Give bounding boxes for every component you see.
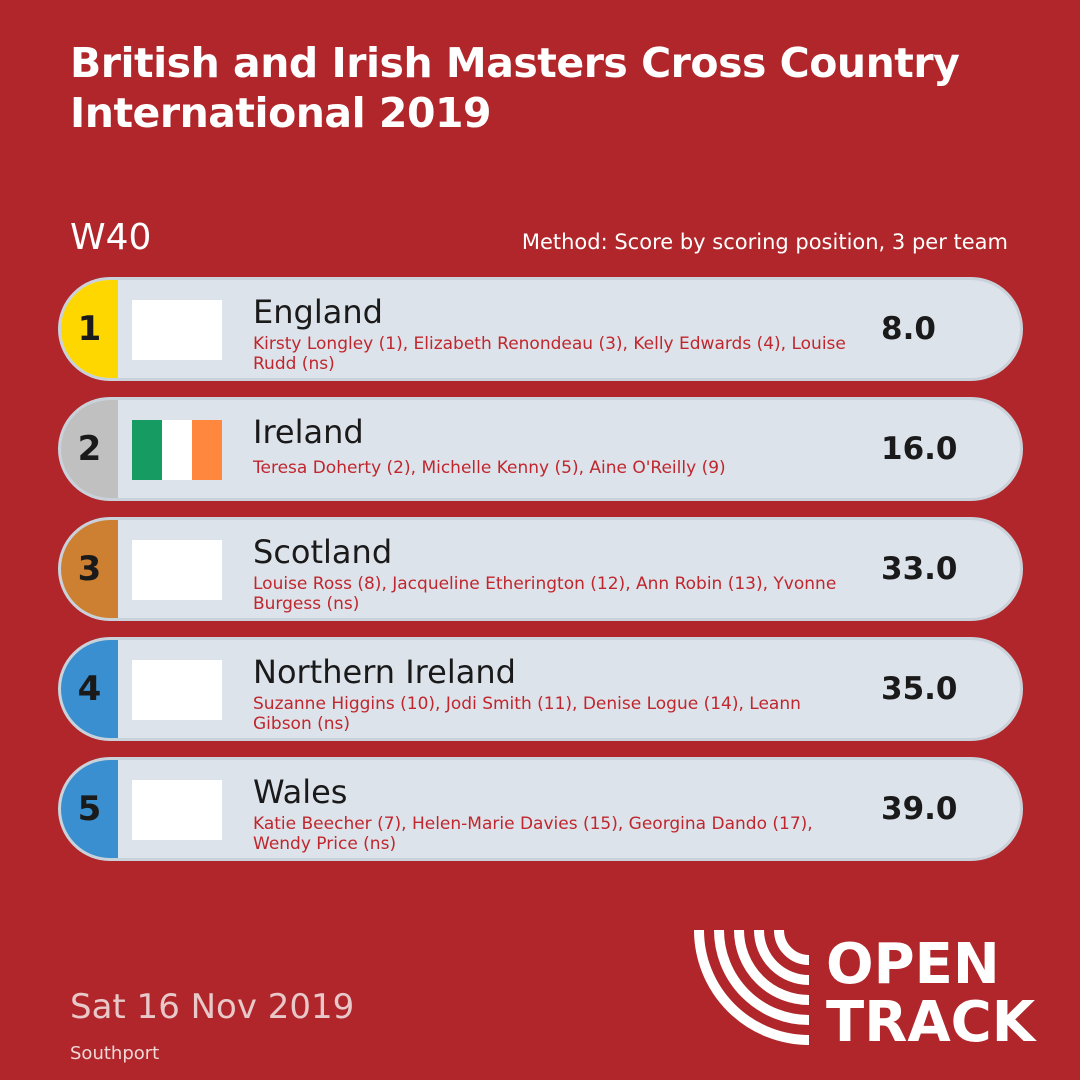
opentrack-logo-icon[interactable]: OPEN TRACK: [694, 925, 1044, 1045]
logo-text-open: OPEN: [826, 932, 1000, 997]
results-list: 1 England Kirsty Longley (1), Elizabeth …: [58, 277, 1023, 877]
flag-icon: [132, 780, 222, 840]
flag-icon: [132, 300, 222, 360]
page-title: British and Irish Masters Cross Country …: [70, 39, 960, 137]
team-name: England: [253, 293, 383, 331]
flag-stripe-white: [162, 420, 192, 480]
rank-badge: 1: [61, 280, 118, 378]
logo-text-track: TRACK: [826, 990, 1038, 1045]
result-row-5[interactable]: 5 Wales Katie Beecher (7), Helen-Marie D…: [58, 757, 1023, 861]
rank-badge: 4: [61, 640, 118, 738]
event-date: Sat 16 Nov 2019: [70, 987, 355, 1027]
rank-badge: 5: [61, 760, 118, 858]
rank-badge: 2: [61, 400, 118, 498]
flag-icon: [132, 540, 222, 600]
flag-icon: [132, 660, 222, 720]
result-row-2[interactable]: 2 Ireland Teresa Doherty (2), Michelle K…: [58, 397, 1023, 501]
event-venue: Southport: [70, 1043, 160, 1064]
team-score: 8.0: [881, 311, 936, 347]
team-name: Scotland: [253, 533, 393, 571]
team-members: Katie Beecher (7), Helen-Marie Davies (1…: [253, 814, 813, 854]
team-name: Ireland: [253, 413, 364, 451]
track-arcs-icon: [694, 929, 810, 1045]
rank-badge: 3: [61, 520, 118, 618]
team-score: 35.0: [881, 671, 958, 707]
result-row-1[interactable]: 1 England Kirsty Longley (1), Elizabeth …: [58, 277, 1023, 381]
team-members: Louise Ross (8), Jacqueline Etherington …: [253, 574, 837, 614]
team-members: Teresa Doherty (2), Michelle Kenny (5), …: [253, 458, 726, 478]
team-members: Suzanne Higgins (10), Jodi Smith (11), D…: [253, 694, 801, 734]
team-name: Wales: [253, 773, 348, 811]
team-score: 16.0: [881, 431, 958, 467]
scoring-method: Method: Score by scoring position, 3 per…: [521, 230, 1008, 254]
team-score: 39.0: [881, 791, 958, 827]
category-label: W40: [70, 217, 152, 258]
flag-stripe-green: [132, 420, 162, 480]
team-name: Northern Ireland: [253, 653, 516, 691]
ireland-flag-icon: [132, 420, 222, 480]
result-row-4[interactable]: 4 Northern Ireland Suzanne Higgins (10),…: [58, 637, 1023, 741]
team-score: 33.0: [881, 551, 958, 587]
team-members: Kirsty Longley (1), Elizabeth Renondeau …: [253, 334, 846, 374]
result-row-3[interactable]: 3 Scotland Louise Ross (8), Jacqueline E…: [58, 517, 1023, 621]
flag-stripe-orange: [192, 420, 222, 480]
